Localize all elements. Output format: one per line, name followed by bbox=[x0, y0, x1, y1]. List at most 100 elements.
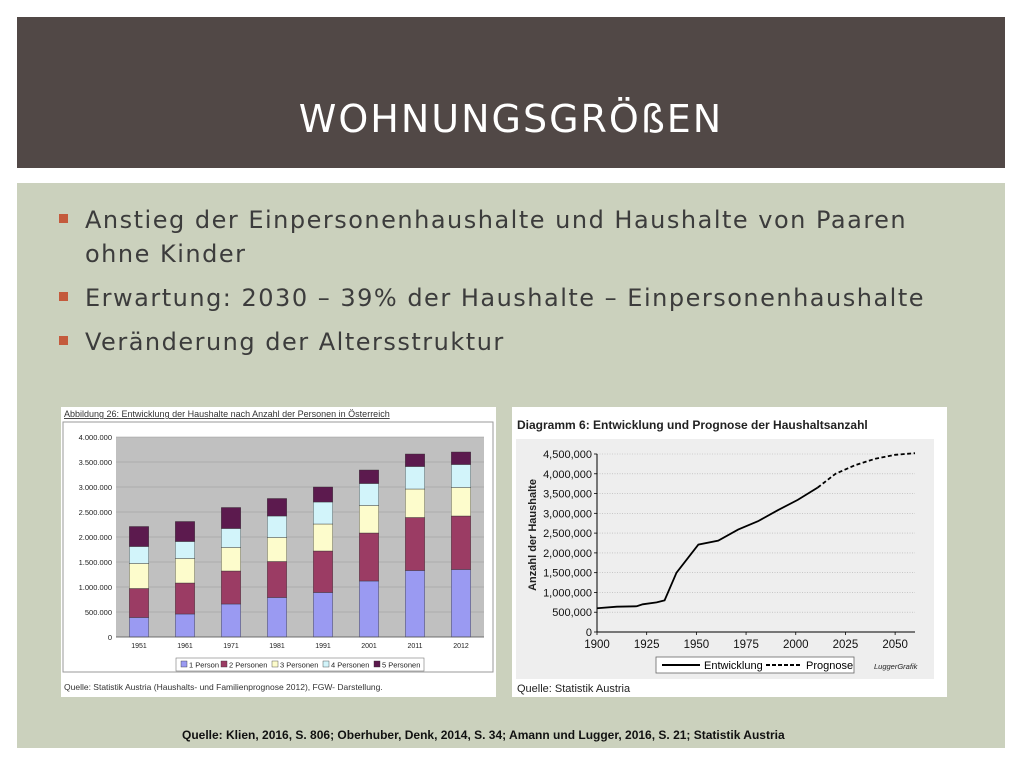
y-tick-label: 2.000.000 bbox=[79, 533, 112, 542]
x-tick-label: 1961 bbox=[177, 643, 193, 650]
x-tick-label: 1971 bbox=[223, 643, 239, 650]
x-tick-label: 2011 bbox=[407, 643, 422, 650]
legend-label: 4 Personen bbox=[331, 661, 369, 670]
bullet-item: Erwartung: 2030 – 39% der Haushalte – Ei… bbox=[57, 281, 977, 315]
bar-segment bbox=[129, 526, 149, 547]
slide-header: WOHNUNGSGRÖßEN bbox=[17, 17, 1005, 168]
bar-segment bbox=[359, 580, 379, 638]
chart2-legend-box bbox=[655, 656, 855, 674]
bar-segment bbox=[451, 451, 471, 465]
chart1-legend-box bbox=[175, 657, 425, 672]
y-tick-label: 1,000,000 bbox=[543, 587, 592, 599]
x-tick-label: 1900 bbox=[584, 639, 610, 651]
y-tick-label: 0 bbox=[586, 627, 592, 639]
legend-label-prognose: Prognose bbox=[806, 660, 853, 672]
legend-label-entwicklung: Entwicklung bbox=[704, 660, 763, 672]
square-bullet-icon bbox=[59, 336, 68, 345]
y-tick-label: 500,000 bbox=[552, 607, 592, 619]
bar-segment bbox=[313, 486, 333, 503]
y-tick-label: 1.000.000 bbox=[79, 583, 112, 592]
series-line-entwicklung bbox=[596, 486, 819, 610]
chart1-source: Quelle: Statistik Austria (Haushalts- un… bbox=[64, 682, 383, 692]
household-forecast-chart-svg: Diagramm 6: Entwicklung und Prognose der… bbox=[516, 418, 934, 695]
bar-segment bbox=[221, 570, 241, 605]
x-tick-label: 2000 bbox=[783, 639, 809, 651]
bullet-text: Erwartung: 2030 – 39% der Haushalte – Ei… bbox=[85, 284, 925, 312]
bar-segment bbox=[129, 546, 149, 564]
bar-segment bbox=[313, 523, 333, 552]
x-tick-label: 1975 bbox=[733, 639, 759, 651]
x-tick-label: 1950 bbox=[684, 639, 710, 651]
bar-segment bbox=[359, 505, 379, 534]
legend-swatch bbox=[180, 660, 188, 668]
bar-segment bbox=[313, 550, 333, 593]
bar-segment bbox=[221, 507, 241, 529]
y-tick-label: 4,500,000 bbox=[543, 449, 592, 461]
chart1-title: Abbildung 26: Entwicklung der Haushalte … bbox=[64, 409, 390, 419]
y-tick-label: 1,500,000 bbox=[543, 568, 592, 580]
legend-label: 5 Personen bbox=[382, 661, 420, 670]
slide-title: WOHNUNGSGRÖßEN bbox=[298, 97, 724, 141]
x-tick-label: 1925 bbox=[634, 639, 660, 651]
bar-segment bbox=[405, 466, 425, 490]
chart2-brand: LuggerGrafik bbox=[874, 662, 919, 671]
x-tick-label: 1951 bbox=[131, 643, 147, 650]
square-bullet-icon bbox=[59, 292, 68, 301]
bar-segment bbox=[175, 558, 195, 584]
chart2-background bbox=[516, 439, 934, 679]
y-tick-label: 4,000,000 bbox=[543, 469, 592, 481]
y-tick-label: 2.500.000 bbox=[79, 508, 112, 517]
x-tick-label: 1991 bbox=[315, 643, 331, 650]
bar-segment bbox=[221, 547, 241, 572]
bullet-text: Veränderung der Altersstruktur bbox=[85, 328, 505, 356]
bar-segment bbox=[451, 569, 471, 638]
bar-segment bbox=[221, 603, 241, 638]
bullet-list: Anstieg der Einpersonenhaushalte und Hau… bbox=[57, 203, 977, 369]
bar-segment bbox=[175, 541, 195, 559]
legend-label: 2 Personen bbox=[229, 661, 267, 670]
bar-segment bbox=[267, 537, 287, 562]
chart2-ylabel: Anzahl der Haushalte bbox=[527, 479, 539, 591]
footer-source: Quelle: Klien, 2016, S. 806; Oberhuber, … bbox=[182, 728, 785, 742]
bar-segment bbox=[359, 483, 379, 506]
bar-segment bbox=[221, 528, 241, 548]
x-tick-label: 2050 bbox=[882, 639, 908, 651]
y-tick-label: 2,500,000 bbox=[543, 528, 592, 540]
series-line-prognose bbox=[817, 452, 916, 489]
bar-segment bbox=[129, 588, 149, 618]
bar-segment bbox=[313, 592, 333, 638]
x-tick-label: 2001 bbox=[361, 643, 377, 650]
household-size-chart: Abbildung 26: Entwicklung der Haushalte … bbox=[61, 407, 496, 697]
y-tick-label: 1.500.000 bbox=[79, 558, 112, 567]
x-tick-label: 2012 bbox=[453, 643, 469, 650]
bar-segment bbox=[313, 501, 333, 525]
bullet-item: Anstieg der Einpersonenhaushalte und Hau… bbox=[57, 203, 977, 271]
legend-swatch bbox=[220, 660, 228, 668]
bullet-item: Veränderung der Altersstruktur bbox=[57, 325, 977, 359]
bar-segment bbox=[451, 464, 471, 488]
bar-segment bbox=[267, 597, 287, 638]
y-tick-label: 3.500.000 bbox=[79, 458, 112, 467]
legend-swatch bbox=[322, 660, 330, 668]
bar-segment bbox=[267, 561, 287, 598]
bar-segment bbox=[175, 521, 195, 542]
y-tick-label: 3,000,000 bbox=[543, 508, 592, 520]
bar-segment bbox=[175, 613, 195, 638]
x-tick-label: 2025 bbox=[833, 639, 859, 651]
y-tick-label: 3.000.000 bbox=[79, 483, 112, 492]
y-tick-label: 2,000,000 bbox=[543, 548, 592, 560]
bar-segment bbox=[359, 469, 379, 484]
bar-segment bbox=[267, 515, 287, 538]
legend-label: 3 Personen bbox=[280, 661, 318, 670]
square-bullet-icon bbox=[59, 214, 68, 223]
x-tick-label: 1981 bbox=[269, 643, 285, 650]
bar-segment bbox=[405, 488, 425, 518]
y-tick-label: 0 bbox=[108, 633, 112, 642]
legend-swatch bbox=[271, 660, 279, 668]
legend-swatch bbox=[373, 660, 381, 668]
y-tick-label: 3,500,000 bbox=[543, 489, 592, 501]
bar-segment bbox=[405, 570, 425, 638]
household-forecast-chart: Diagramm 6: Entwicklung und Prognose der… bbox=[512, 407, 947, 697]
bar-segment bbox=[175, 582, 195, 615]
legend-label: 1 Person bbox=[189, 661, 219, 670]
